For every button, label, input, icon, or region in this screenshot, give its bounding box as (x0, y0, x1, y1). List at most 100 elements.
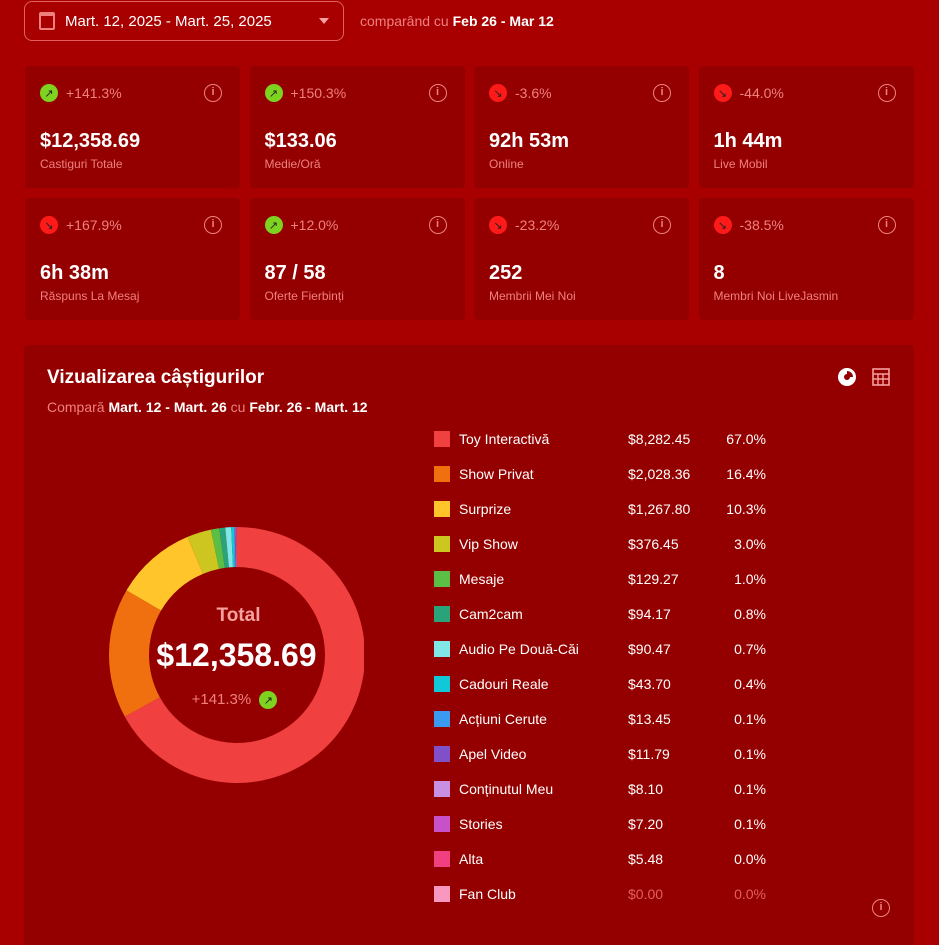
info-icon[interactable]: i (204, 84, 222, 102)
stat-value: $133.06 (265, 130, 450, 153)
legend-amount: $13.45 (628, 711, 708, 727)
stat-value: 87 / 58 (265, 262, 450, 285)
total-change: +141.3% ↗ (120, 691, 357, 709)
legend-amount: $0.00 (628, 886, 708, 902)
legend-name: Stories (459, 816, 628, 832)
stat-label: Medie/Oră (265, 157, 450, 171)
total-change-value: +141.3% (192, 691, 252, 708)
total-label: Total (120, 605, 357, 627)
stat-change: ↘+167.9% (40, 216, 225, 234)
chevron-down-icon (319, 18, 329, 24)
legend-percent: 0.1% (708, 781, 766, 797)
info-icon[interactable]: i (204, 216, 222, 234)
info-icon[interactable]: i (872, 899, 890, 917)
legend-percent: 0.0% (708, 886, 766, 902)
stat-card: ↘-3.6% i 92h 53m Online (474, 66, 689, 188)
stat-label: Live Mobil (714, 157, 899, 171)
legend-percent: 67.0% (708, 431, 766, 447)
legend-percent: 10.3% (708, 501, 766, 517)
date-range-value: Mart. 12, 2025 - Mart. 25, 2025 (65, 13, 319, 30)
legend-swatch (434, 816, 450, 832)
stat-value: 92h 53m (489, 130, 674, 153)
legend-name: Vip Show (459, 536, 628, 552)
stat-card: ↗+150.3% i $133.06 Medie/Oră (250, 66, 465, 188)
legend-swatch (434, 466, 450, 482)
legend-name: Conținutul Meu (459, 781, 628, 797)
info-icon[interactable]: i (653, 216, 671, 234)
legend-percent: 16.4% (708, 466, 766, 482)
compare-text: comparând cu Feb 26 - Mar 12 (360, 13, 554, 29)
legend-amount: $43.70 (628, 676, 708, 692)
legend-swatch (434, 886, 450, 902)
date-range-picker[interactable]: Mart. 12, 2025 - Mart. 25, 2025 (24, 1, 344, 41)
legend-swatch (434, 781, 450, 797)
legend-swatch (434, 571, 450, 587)
legend-percent: 0.8% (708, 606, 766, 622)
info-icon[interactable]: i (878, 216, 896, 234)
table-view-icon[interactable] (871, 367, 891, 387)
legend-swatch (434, 851, 450, 867)
cu-word: cu (231, 399, 246, 415)
legend-name: Cadouri Reale (459, 676, 628, 692)
stat-change: ↗ +141.3% (40, 84, 225, 102)
info-icon[interactable]: i (878, 84, 896, 102)
info-icon[interactable]: i (429, 216, 447, 234)
legend-amount: $8,282.45 (628, 431, 708, 447)
stat-card: ↘-44.0% i 1h 44m Live Mobil (699, 66, 914, 188)
legend-amount: $1,267.80 (628, 501, 708, 517)
total-value: $12,358.69 (118, 637, 355, 674)
stat-value: 6h 38m (40, 262, 225, 285)
compare-prefix: comparând cu (360, 13, 449, 29)
stat-change-value: -23.2% (515, 217, 559, 233)
legend-amount: $2,028.36 (628, 466, 708, 482)
trend-down-icon: ↘ (489, 84, 507, 102)
legend-swatch (434, 746, 450, 762)
trend-up-icon: ↗ (40, 84, 58, 102)
legend-percent: 0.1% (708, 816, 766, 832)
calendar-icon (39, 12, 55, 30)
legend-swatch (434, 501, 450, 517)
stat-value: 1h 44m (714, 130, 899, 153)
legend-amount: $7.20 (628, 816, 708, 832)
stat-change: ↗+150.3% (265, 84, 450, 102)
stat-change-value: +141.3% (66, 85, 122, 101)
legend-percent: 0.1% (708, 746, 766, 762)
legend-name: Surprize (459, 501, 628, 517)
info-icon[interactable]: i (429, 84, 447, 102)
legend-swatch (434, 431, 450, 447)
info-icon[interactable]: i (653, 84, 671, 102)
stat-change: ↗+12.0% (265, 216, 450, 234)
legend-swatch (434, 711, 450, 727)
stat-label: Castiguri Totale (40, 157, 225, 171)
legend-amount: $11.79 (628, 746, 708, 762)
stat-change-value: +167.9% (66, 217, 122, 233)
stat-change-value: -3.6% (515, 85, 552, 101)
stat-change: ↘-44.0% (714, 84, 899, 102)
trend-up-icon: ↗ (259, 691, 277, 709)
stat-change-value: +12.0% (291, 217, 339, 233)
trend-down-icon: ↘ (714, 84, 732, 102)
legend-amount: $129.27 (628, 571, 708, 587)
stat-change: ↘ -3.6% (489, 84, 674, 102)
legend-amount: $5.48 (628, 851, 708, 867)
stat-card: ↘-38.5% i 8 Membri Noi LiveJasmin (699, 198, 914, 320)
stat-value: 8 (714, 262, 899, 285)
legend-amount: $94.17 (628, 606, 708, 622)
legend-name: Show Privat (459, 466, 628, 482)
stat-label: Membrii Mei Noi (489, 289, 674, 303)
legend-name: Apel Video (459, 746, 628, 762)
legend-percent: 1.0% (708, 571, 766, 587)
pie-chart-view-icon[interactable] (837, 367, 857, 387)
stat-label: Membri Noi LiveJasmin (714, 289, 899, 303)
